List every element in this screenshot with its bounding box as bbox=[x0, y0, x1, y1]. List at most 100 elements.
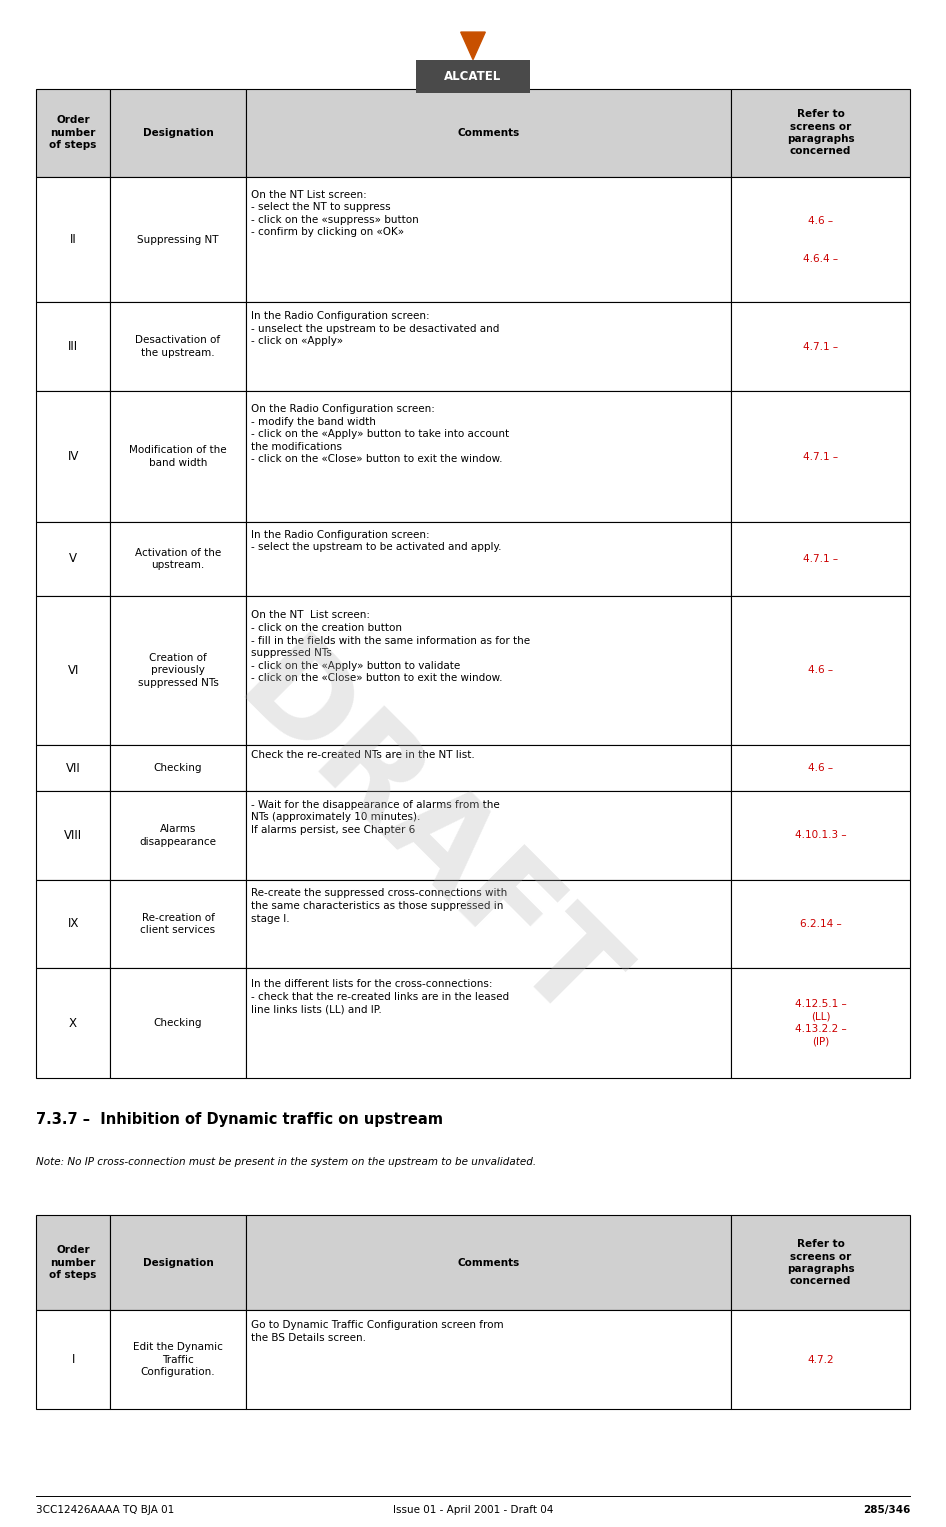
FancyBboxPatch shape bbox=[246, 596, 731, 745]
FancyBboxPatch shape bbox=[36, 522, 111, 596]
FancyBboxPatch shape bbox=[246, 391, 731, 522]
FancyBboxPatch shape bbox=[731, 1215, 910, 1310]
FancyBboxPatch shape bbox=[246, 89, 731, 177]
Text: Order
number
of steps: Order number of steps bbox=[49, 1246, 96, 1280]
FancyBboxPatch shape bbox=[111, 1215, 246, 1310]
Text: In the different lists for the cross-connections:
- check that the re-created li: In the different lists for the cross-con… bbox=[252, 979, 510, 1014]
Text: VIII: VIII bbox=[64, 829, 82, 841]
FancyBboxPatch shape bbox=[416, 60, 530, 93]
FancyBboxPatch shape bbox=[246, 177, 731, 302]
Text: III: III bbox=[68, 341, 79, 353]
FancyBboxPatch shape bbox=[36, 1215, 111, 1310]
FancyBboxPatch shape bbox=[731, 89, 910, 177]
Text: On the NT List screen:
- select the NT to suppress
- click on the «suppress» but: On the NT List screen: - select the NT t… bbox=[252, 189, 419, 237]
FancyBboxPatch shape bbox=[246, 302, 731, 391]
Text: IX: IX bbox=[67, 918, 79, 930]
FancyBboxPatch shape bbox=[111, 745, 246, 791]
Text: II: II bbox=[70, 234, 77, 246]
Text: Desactivation of
the upstream.: Desactivation of the upstream. bbox=[135, 336, 220, 357]
Text: In the Radio Configuration screen:
- unselect the upstream to be desactivated an: In the Radio Configuration screen: - uns… bbox=[252, 312, 499, 347]
Text: 285/346: 285/346 bbox=[863, 1504, 910, 1515]
Text: Suppressing NT: Suppressing NT bbox=[137, 235, 219, 244]
FancyBboxPatch shape bbox=[731, 968, 910, 1078]
Text: Re-create the suppressed cross-connections with
the same characteristics as thos: Re-create the suppressed cross-connectio… bbox=[252, 889, 508, 924]
Text: ALCATEL: ALCATEL bbox=[445, 70, 501, 82]
FancyBboxPatch shape bbox=[731, 791, 910, 880]
FancyBboxPatch shape bbox=[36, 177, 111, 302]
Text: DRAFT: DRAFT bbox=[213, 626, 639, 1054]
Text: 4.6 –


4.6.4 –: 4.6 – 4.6.4 – bbox=[803, 215, 838, 264]
Text: - Wait for the disappearance of alarms from the
NTs (approximately 10 minutes).
: - Wait for the disappearance of alarms f… bbox=[252, 800, 500, 835]
FancyBboxPatch shape bbox=[111, 791, 246, 880]
FancyBboxPatch shape bbox=[111, 596, 246, 745]
FancyBboxPatch shape bbox=[36, 391, 111, 522]
FancyBboxPatch shape bbox=[36, 302, 111, 391]
Text: Refer to
screens or
paragraphs
concerned: Refer to screens or paragraphs concerned bbox=[787, 1240, 854, 1286]
Text: Designation: Designation bbox=[143, 128, 214, 137]
FancyBboxPatch shape bbox=[246, 1215, 731, 1310]
Text: Checking: Checking bbox=[154, 764, 202, 773]
Text: Modification of the
band width: Modification of the band width bbox=[130, 446, 227, 467]
Text: I: I bbox=[71, 1353, 75, 1367]
Polygon shape bbox=[461, 32, 485, 60]
Text: 6.2.14 –: 6.2.14 – bbox=[799, 919, 841, 928]
FancyBboxPatch shape bbox=[246, 791, 731, 880]
FancyBboxPatch shape bbox=[111, 968, 246, 1078]
Text: Activation of the
upstream.: Activation of the upstream. bbox=[135, 548, 221, 570]
FancyBboxPatch shape bbox=[246, 880, 731, 968]
FancyBboxPatch shape bbox=[731, 302, 910, 391]
Text: 4.6 –: 4.6 – bbox=[808, 764, 833, 773]
FancyBboxPatch shape bbox=[731, 177, 910, 302]
FancyBboxPatch shape bbox=[36, 89, 111, 177]
FancyBboxPatch shape bbox=[246, 968, 731, 1078]
FancyBboxPatch shape bbox=[111, 177, 246, 302]
FancyBboxPatch shape bbox=[36, 745, 111, 791]
Text: Checking: Checking bbox=[154, 1019, 202, 1028]
Text: Issue 01 - April 2001 - Draft 04: Issue 01 - April 2001 - Draft 04 bbox=[393, 1504, 553, 1515]
FancyBboxPatch shape bbox=[731, 522, 910, 596]
Text: Go to Dynamic Traffic Configuration screen from
the BS Details screen.: Go to Dynamic Traffic Configuration scre… bbox=[252, 1321, 504, 1342]
FancyBboxPatch shape bbox=[246, 522, 731, 596]
Text: 7.3.7 –  Inhibition of Dynamic traffic on upstream: 7.3.7 – Inhibition of Dynamic traffic on… bbox=[36, 1112, 443, 1127]
FancyBboxPatch shape bbox=[246, 1310, 731, 1409]
FancyBboxPatch shape bbox=[111, 391, 246, 522]
Text: VII: VII bbox=[65, 762, 80, 774]
Text: Designation: Designation bbox=[143, 1258, 214, 1267]
Text: Comments: Comments bbox=[457, 1258, 519, 1267]
Text: Re-creation of
client services: Re-creation of client services bbox=[140, 913, 216, 935]
FancyBboxPatch shape bbox=[36, 880, 111, 968]
Text: Alarms
disappearance: Alarms disappearance bbox=[139, 825, 217, 846]
Text: On the Radio Configuration screen:
- modify the band width
- click on the «Apply: On the Radio Configuration screen: - mod… bbox=[252, 405, 510, 464]
FancyBboxPatch shape bbox=[731, 880, 910, 968]
Text: Note: No IP cross-connection must be present in the system on the upstream to be: Note: No IP cross-connection must be pre… bbox=[36, 1157, 536, 1168]
Text: Order
number
of steps: Order number of steps bbox=[49, 116, 96, 150]
Text: 3CC12426AAAA TQ BJA 01: 3CC12426AAAA TQ BJA 01 bbox=[36, 1504, 174, 1515]
Text: Edit the Dynamic
Traffic
Configuration.: Edit the Dynamic Traffic Configuration. bbox=[133, 1342, 223, 1377]
Text: 4.7.1 –: 4.7.1 – bbox=[803, 342, 838, 351]
Text: Check the re-created NTs are in the NT list.: Check the re-created NTs are in the NT l… bbox=[252, 750, 475, 760]
FancyBboxPatch shape bbox=[111, 1310, 246, 1409]
Text: In the Radio Configuration screen:
- select the upstream to be activated and app: In the Radio Configuration screen: - sel… bbox=[252, 530, 502, 553]
Text: 4.12.5.1 –
(LL)
4.13.2.2 –
(IP): 4.12.5.1 – (LL) 4.13.2.2 – (IP) bbox=[795, 999, 847, 1048]
FancyBboxPatch shape bbox=[36, 1310, 111, 1409]
FancyBboxPatch shape bbox=[731, 391, 910, 522]
Text: 4.7.1 –: 4.7.1 – bbox=[803, 554, 838, 563]
FancyBboxPatch shape bbox=[111, 302, 246, 391]
FancyBboxPatch shape bbox=[36, 968, 111, 1078]
Text: V: V bbox=[69, 553, 77, 565]
Text: IV: IV bbox=[67, 450, 79, 463]
Text: 4.10.1.3 –: 4.10.1.3 – bbox=[795, 831, 847, 840]
Text: Comments: Comments bbox=[457, 128, 519, 137]
FancyBboxPatch shape bbox=[111, 880, 246, 968]
Text: 4.7.2: 4.7.2 bbox=[807, 1354, 833, 1365]
Text: Creation of
previously
suppressed NTs: Creation of previously suppressed NTs bbox=[137, 654, 219, 687]
FancyBboxPatch shape bbox=[36, 596, 111, 745]
Text: VI: VI bbox=[67, 664, 79, 676]
FancyBboxPatch shape bbox=[731, 596, 910, 745]
FancyBboxPatch shape bbox=[246, 745, 731, 791]
FancyBboxPatch shape bbox=[111, 89, 246, 177]
FancyBboxPatch shape bbox=[731, 745, 910, 791]
Text: 4.7.1 –: 4.7.1 – bbox=[803, 452, 838, 461]
Text: Refer to
screens or
paragraphs
concerned: Refer to screens or paragraphs concerned bbox=[787, 110, 854, 156]
FancyBboxPatch shape bbox=[111, 522, 246, 596]
